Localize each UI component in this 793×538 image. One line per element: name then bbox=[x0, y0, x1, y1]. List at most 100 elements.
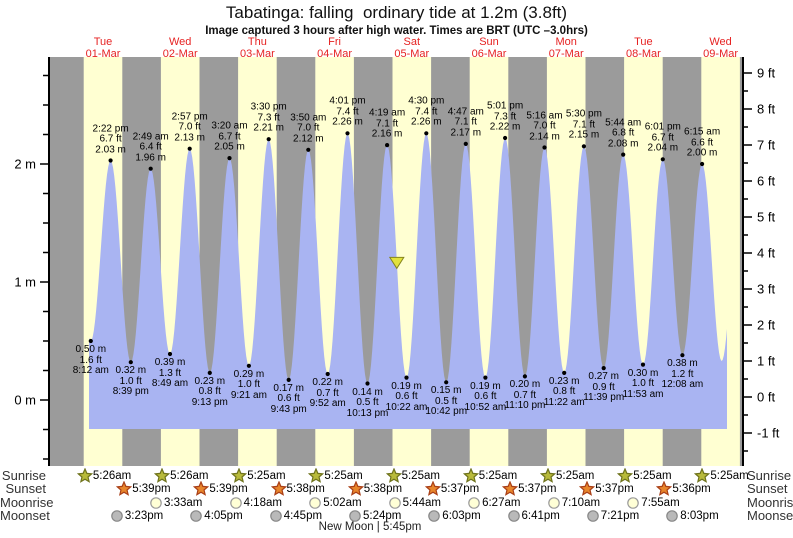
high-tide-dot bbox=[503, 135, 508, 141]
day-label: Wed 09-Mar bbox=[703, 36, 739, 60]
low-tide-dot bbox=[365, 381, 370, 386]
circle-moonrise-icon bbox=[228, 495, 244, 516]
chart-subtitle: Image captured 3 hours after high water.… bbox=[205, 25, 588, 37]
sunrise-time: 5:25am bbox=[478, 469, 518, 482]
high-tide-dot bbox=[660, 157, 665, 162]
astro-row-label-moonrise-left: Moonrise bbox=[0, 494, 54, 510]
low-tide-dot bbox=[325, 371, 330, 377]
moonset-time: 8:03pm bbox=[680, 510, 719, 522]
sunrise-time: 5:25am bbox=[247, 469, 286, 482]
circle-moonset-icon bbox=[188, 508, 204, 529]
high-tide-dot bbox=[700, 161, 705, 167]
sunset-time: 5:37pm bbox=[518, 483, 557, 495]
moon-phase-note: New Moon | 5:45pm bbox=[318, 521, 422, 533]
day-label: Tue 08-Mar bbox=[625, 36, 661, 60]
low-tide-dot bbox=[207, 370, 212, 375]
astro-row-label-moonrise-right: Moonrise bbox=[747, 494, 793, 510]
moonrise-time: 5:02am bbox=[323, 496, 362, 509]
star-sunrise-icon bbox=[617, 466, 634, 489]
page-title: Tabatinga: falling ordinary tide at 1.2m… bbox=[225, 3, 568, 22]
day-label: Thu 03-Mar bbox=[239, 36, 275, 60]
astro-row-label-sunset-right: Sunset bbox=[747, 481, 788, 496]
tide-area bbox=[89, 133, 727, 430]
star-sunrise-icon bbox=[385, 466, 402, 489]
star-sunset-icon bbox=[347, 480, 364, 502]
circle-moonset-icon bbox=[268, 508, 284, 529]
current-tide-level-marker bbox=[388, 256, 405, 270]
moonrise-time: 4:18am bbox=[243, 496, 282, 509]
circle-moonset-icon bbox=[664, 508, 680, 529]
ft-tick-label: 1 ft bbox=[757, 354, 775, 369]
low-tide-dot bbox=[246, 363, 251, 368]
sunset-time: 5:37pm bbox=[440, 483, 480, 495]
low-tide-dot bbox=[404, 375, 409, 380]
star-sunset-icon bbox=[424, 480, 442, 502]
high-tide-dot bbox=[266, 137, 271, 142]
ft-tick-label: 9 ft bbox=[757, 66, 775, 81]
star-sunset-icon bbox=[116, 480, 133, 502]
moonset-time: 6:41pm bbox=[521, 510, 560, 522]
moonrise-time: 6:27am bbox=[482, 496, 521, 509]
moonset-time: 6:03pm bbox=[442, 510, 481, 522]
astro-row-label-sunrise-left: Sunrise bbox=[1, 467, 46, 483]
astro-row-label-sunset-left: Sunset bbox=[5, 481, 46, 496]
ft-tick-label: 5 ft bbox=[757, 210, 775, 225]
moonset-time: 5:24pm bbox=[363, 510, 402, 522]
sunset-time: 5:39pm bbox=[209, 483, 248, 495]
ft-tick-label: -1 ft bbox=[757, 426, 780, 441]
sunrise-time: 5:25am bbox=[324, 469, 363, 482]
astro-row-label-moonset-right: Moonset bbox=[747, 508, 793, 523]
high-tide-dot bbox=[621, 152, 626, 157]
low-tide-dot bbox=[601, 366, 606, 371]
moonrise-time: 3:33am bbox=[164, 496, 203, 509]
star-sunset-icon bbox=[193, 480, 210, 502]
high-tide-dot bbox=[148, 166, 153, 171]
star-sunrise-icon bbox=[462, 466, 479, 489]
moonrise-time: 5:44am bbox=[402, 496, 441, 509]
high-tide-dot bbox=[581, 144, 587, 149]
star-sunset-icon bbox=[656, 480, 673, 502]
low-tide-dot bbox=[286, 377, 291, 382]
low-tide-dot bbox=[562, 370, 567, 375]
circle-moonrise-icon bbox=[546, 495, 562, 516]
low-tide-dot bbox=[128, 360, 133, 365]
sunrise-time: 5:25am bbox=[710, 469, 749, 482]
star-sunset-icon bbox=[579, 480, 596, 502]
high-tide-dot bbox=[385, 143, 390, 148]
high-tide-dot bbox=[108, 158, 113, 163]
circle-moonrise-icon bbox=[307, 495, 323, 516]
ft-tick-label: 6 ft bbox=[757, 174, 775, 189]
ft-tick-label: 8 ft bbox=[757, 102, 775, 117]
star-sunset-icon bbox=[270, 480, 287, 502]
circle-moonrise-icon bbox=[148, 495, 164, 516]
circle-moonset-icon bbox=[585, 508, 601, 529]
ft-tick-label: 2 ft bbox=[757, 318, 775, 333]
low-tide-dot bbox=[483, 375, 488, 380]
star-sunrise-icon bbox=[694, 466, 711, 489]
astro-row-label-sunrise-right: Sunrise bbox=[747, 467, 792, 483]
ft-tick-label: 3 ft bbox=[757, 282, 775, 297]
star-sunrise-icon bbox=[153, 466, 171, 489]
moonset-time: 4:05pm bbox=[204, 510, 243, 522]
high-tide-dot bbox=[306, 147, 311, 152]
high-tide-dot bbox=[463, 141, 468, 146]
day-label: Mon 07-Mar bbox=[548, 36, 584, 60]
star-sunrise-icon bbox=[76, 466, 94, 489]
high-tide-dot bbox=[424, 131, 429, 136]
sunset-time: 5:39pm bbox=[132, 483, 171, 495]
high-tide-dot bbox=[227, 156, 232, 161]
circle-moonrise-icon bbox=[387, 495, 403, 516]
sunrise-time: 5:25am bbox=[633, 469, 672, 482]
moonset-time: 4:45pm bbox=[283, 510, 323, 522]
moonrise-time: 7:10am bbox=[561, 496, 601, 509]
low-tide-dot bbox=[640, 362, 646, 367]
sunrise-time: 5:25am bbox=[401, 469, 440, 482]
day-label: Sat 05-Mar bbox=[394, 36, 430, 60]
sunrise-time: 5:26am bbox=[92, 469, 132, 482]
moonset-time: 3:23pm bbox=[124, 510, 164, 522]
circle-moonset-icon bbox=[109, 508, 125, 529]
moonrise-time: 7:55am bbox=[641, 496, 680, 509]
low-tide-dot bbox=[444, 380, 449, 385]
